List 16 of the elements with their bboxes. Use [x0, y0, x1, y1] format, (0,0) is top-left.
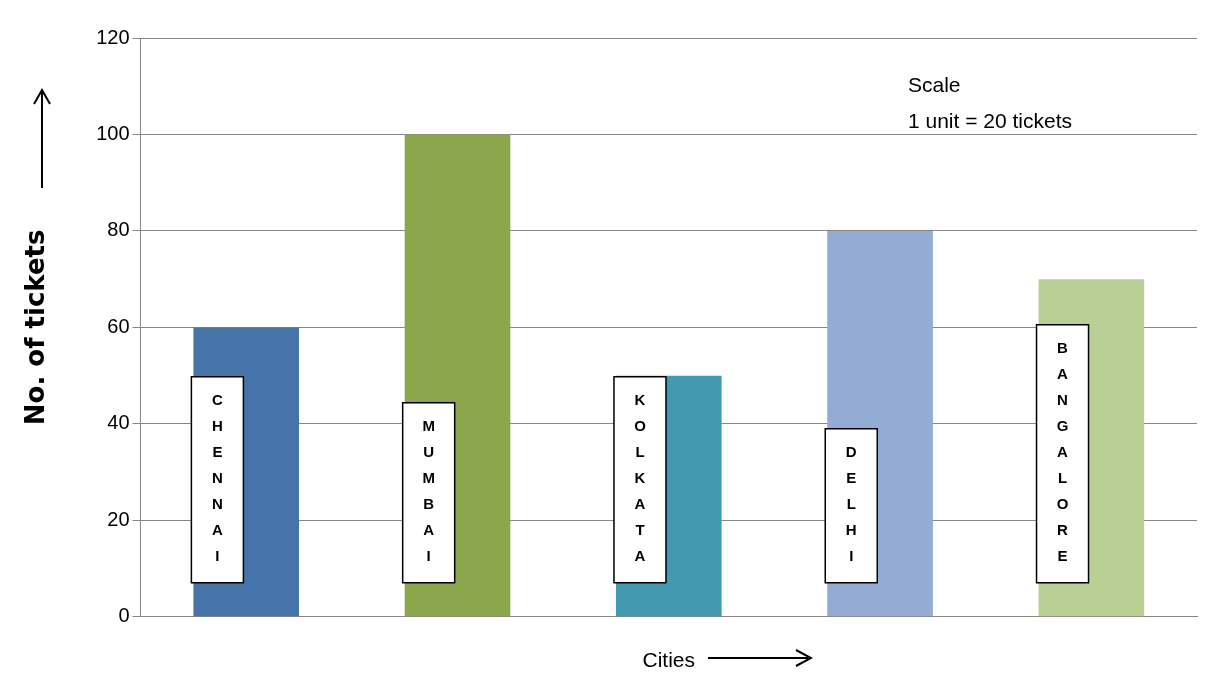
y-axis-title: No. of tickets: [20, 229, 51, 426]
x-axis-title: Cities: [642, 648, 696, 672]
y-tick-label: 120: [96, 25, 130, 48]
annotation: Scale: [908, 72, 961, 96]
category-label: BANGALORE: [1056, 338, 1069, 564]
y-tick-label: 80: [107, 218, 130, 241]
x-tick-label: DELHI: [845, 442, 857, 564]
y-tick-label: 20: [107, 507, 130, 530]
y-tick-label: 40: [107, 411, 130, 434]
x-tick-label: MUMBAI: [422, 416, 435, 564]
x-tick-label: CHENNAI: [211, 390, 223, 564]
y-tick-label: 100: [96, 121, 130, 144]
y-tick-label: 0: [118, 604, 130, 627]
annotation: 1 unit = 20 tickets: [908, 108, 1073, 132]
x-tick-label: KOLKATA: [634, 390, 647, 564]
y-tick-label: 60: [107, 314, 130, 337]
